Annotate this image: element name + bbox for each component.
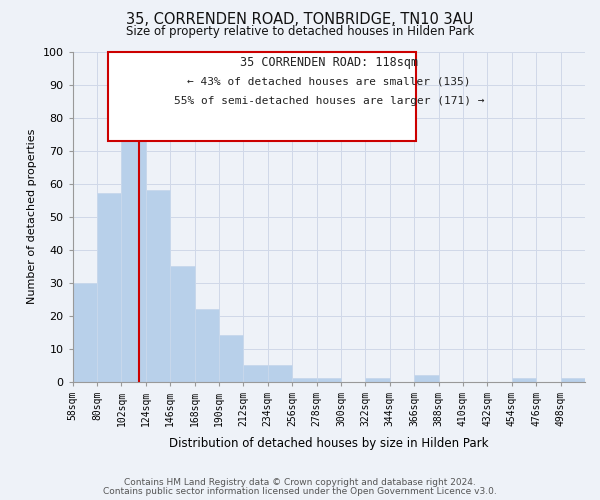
Text: ← 43% of detached houses are smaller (135): ← 43% of detached houses are smaller (13… — [187, 76, 470, 86]
Text: 35 CORRENDEN ROAD: 118sqm: 35 CORRENDEN ROAD: 118sqm — [240, 56, 418, 70]
Bar — [365, 378, 390, 382]
Bar — [317, 378, 341, 382]
Bar — [219, 336, 244, 382]
Bar — [146, 190, 170, 382]
Bar — [121, 118, 146, 382]
Bar — [292, 378, 317, 382]
Text: Contains HM Land Registry data © Crown copyright and database right 2024.: Contains HM Land Registry data © Crown c… — [124, 478, 476, 487]
Bar — [194, 309, 219, 382]
Text: Contains public sector information licensed under the Open Government Licence v3: Contains public sector information licen… — [103, 487, 497, 496]
Y-axis label: Number of detached properties: Number of detached properties — [27, 129, 37, 304]
Bar — [268, 365, 292, 382]
Bar — [170, 266, 194, 382]
Bar — [97, 194, 121, 382]
Bar — [244, 365, 268, 382]
Text: 55% of semi-detached houses are larger (171) →: 55% of semi-detached houses are larger (… — [173, 96, 484, 106]
Bar — [73, 282, 97, 382]
Bar — [414, 375, 439, 382]
Bar — [512, 378, 536, 382]
Text: 35, CORRENDEN ROAD, TONBRIDGE, TN10 3AU: 35, CORRENDEN ROAD, TONBRIDGE, TN10 3AU — [127, 12, 473, 28]
Bar — [560, 378, 585, 382]
FancyBboxPatch shape — [109, 52, 416, 141]
X-axis label: Distribution of detached houses by size in Hilden Park: Distribution of detached houses by size … — [169, 437, 488, 450]
Text: Size of property relative to detached houses in Hilden Park: Size of property relative to detached ho… — [126, 25, 474, 38]
